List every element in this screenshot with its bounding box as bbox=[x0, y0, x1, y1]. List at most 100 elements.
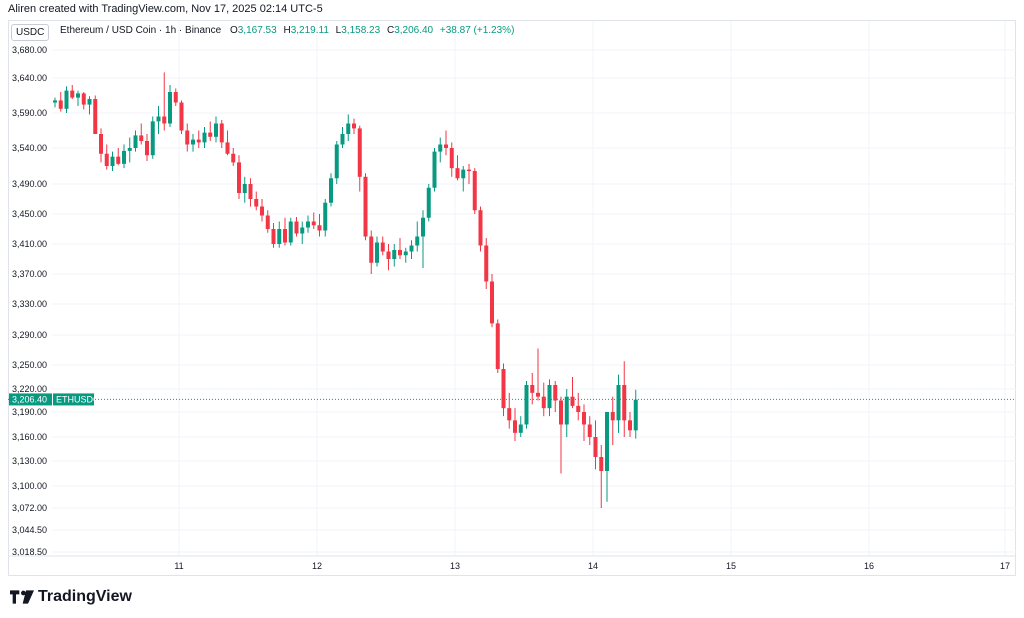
candle-body[interactable] bbox=[271, 229, 276, 244]
candle-body[interactable] bbox=[145, 141, 149, 156]
candle-body[interactable] bbox=[202, 132, 207, 143]
candle-body[interactable] bbox=[559, 400, 563, 425]
candle-body[interactable] bbox=[133, 135, 138, 148]
candle-body[interactable] bbox=[587, 424, 592, 438]
candle-body[interactable] bbox=[196, 139, 201, 143]
candle-body[interactable] bbox=[357, 128, 362, 177]
candle-body[interactable] bbox=[375, 242, 379, 263]
candle-body[interactable] bbox=[461, 169, 466, 179]
candle-body[interactable] bbox=[70, 90, 75, 98]
candle-body[interactable] bbox=[432, 151, 437, 188]
candle-body[interactable] bbox=[300, 227, 305, 234]
candle-body[interactable] bbox=[58, 100, 63, 109]
candle-body[interactable] bbox=[162, 116, 167, 124]
candle-body[interactable] bbox=[87, 99, 92, 105]
candle-body[interactable] bbox=[323, 202, 328, 231]
candle-body[interactable] bbox=[369, 236, 374, 263]
candle-body[interactable] bbox=[340, 134, 345, 145]
candle-body[interactable] bbox=[150, 121, 155, 156]
candle-body[interactable] bbox=[185, 130, 190, 145]
candle-body[interactable] bbox=[99, 134, 103, 154]
candle-body[interactable] bbox=[139, 135, 144, 141]
candle-body[interactable] bbox=[311, 221, 316, 226]
candle-body[interactable] bbox=[317, 225, 322, 231]
candle-body[interactable] bbox=[622, 385, 627, 421]
candle-body[interactable] bbox=[409, 245, 414, 252]
candle-body[interactable] bbox=[260, 206, 264, 216]
candle-body[interactable] bbox=[633, 399, 638, 431]
candle-body[interactable] bbox=[329, 178, 333, 203]
candle-body[interactable] bbox=[346, 123, 351, 135]
candle-body[interactable] bbox=[283, 229, 287, 243]
candle-body[interactable] bbox=[530, 385, 535, 393]
candle-body[interactable] bbox=[392, 250, 397, 259]
candle-body[interactable] bbox=[570, 396, 575, 406]
candle-body[interactable] bbox=[507, 408, 512, 421]
candle-body[interactable] bbox=[254, 199, 259, 207]
candle-body[interactable] bbox=[455, 168, 460, 179]
candle-body[interactable] bbox=[421, 217, 425, 237]
candle-body[interactable] bbox=[294, 221, 299, 234]
candle-body[interactable] bbox=[352, 123, 356, 129]
candle-body[interactable] bbox=[582, 412, 586, 425]
candle-body[interactable] bbox=[363, 176, 368, 237]
candle-body[interactable] bbox=[426, 187, 431, 218]
candle-body[interactable] bbox=[265, 215, 270, 230]
candle-body[interactable] bbox=[616, 385, 621, 421]
candle-body[interactable] bbox=[53, 100, 57, 103]
candle-body[interactable] bbox=[248, 184, 253, 199]
candle-body[interactable] bbox=[438, 144, 443, 152]
candle-body[interactable] bbox=[518, 424, 523, 433]
candle-body[interactable] bbox=[415, 236, 420, 246]
candle-body[interactable] bbox=[467, 169, 471, 172]
candle-body[interactable] bbox=[116, 156, 121, 164]
candle-body[interactable] bbox=[81, 93, 86, 105]
candle-body[interactable] bbox=[179, 102, 184, 131]
candle-body[interactable] bbox=[277, 229, 282, 244]
candle-body[interactable] bbox=[219, 123, 224, 143]
candle-body[interactable] bbox=[541, 396, 546, 409]
candle-body[interactable] bbox=[398, 250, 402, 256]
candle-body[interactable] bbox=[484, 245, 489, 282]
candle-body[interactable] bbox=[208, 132, 213, 137]
candle-body[interactable] bbox=[524, 385, 529, 425]
candle-body[interactable] bbox=[403, 251, 408, 256]
candle-body[interactable] bbox=[380, 242, 385, 252]
candle-body[interactable] bbox=[110, 156, 115, 166]
candle-body[interactable] bbox=[478, 210, 483, 246]
candle-body[interactable] bbox=[334, 144, 339, 179]
currency-badge[interactable]: USDC bbox=[11, 24, 50, 41]
candle-body[interactable] bbox=[553, 385, 558, 401]
candle-body[interactable] bbox=[513, 420, 517, 433]
candle-body[interactable] bbox=[449, 148, 454, 169]
candle-body[interactable] bbox=[122, 150, 126, 164]
candle-body[interactable] bbox=[564, 396, 569, 425]
candle-body[interactable] bbox=[501, 369, 506, 409]
candle-body[interactable] bbox=[547, 385, 552, 409]
candle-body[interactable] bbox=[237, 162, 241, 193]
candle-body[interactable] bbox=[242, 184, 247, 193]
candle-body[interactable] bbox=[173, 92, 178, 103]
candle-body[interactable] bbox=[76, 93, 80, 98]
tradingview-logo[interactable]: TradingView bbox=[10, 586, 132, 608]
candle-body[interactable] bbox=[127, 148, 132, 151]
candle-body[interactable] bbox=[495, 323, 500, 369]
candle-body[interactable] bbox=[472, 171, 477, 211]
symbol-title[interactable]: Ethereum / USD Coin · 1h · Binance bbox=[60, 25, 222, 36]
candle-body[interactable] bbox=[168, 92, 172, 124]
candle-body[interactable] bbox=[64, 90, 69, 109]
candle-body[interactable] bbox=[628, 420, 632, 431]
candle-body[interactable] bbox=[576, 405, 581, 412]
candle-body[interactable] bbox=[156, 116, 161, 122]
candle-body[interactable] bbox=[605, 412, 609, 471]
candle-body[interactable] bbox=[93, 99, 98, 134]
candle-body[interactable] bbox=[490, 281, 494, 324]
candle-body[interactable] bbox=[536, 392, 540, 397]
candle-body[interactable] bbox=[214, 123, 218, 137]
candle-body[interactable] bbox=[104, 153, 109, 166]
candle-body[interactable] bbox=[593, 437, 598, 457]
candle-body[interactable] bbox=[444, 144, 448, 149]
candle-body[interactable] bbox=[306, 221, 310, 228]
candle-body[interactable] bbox=[386, 251, 391, 260]
